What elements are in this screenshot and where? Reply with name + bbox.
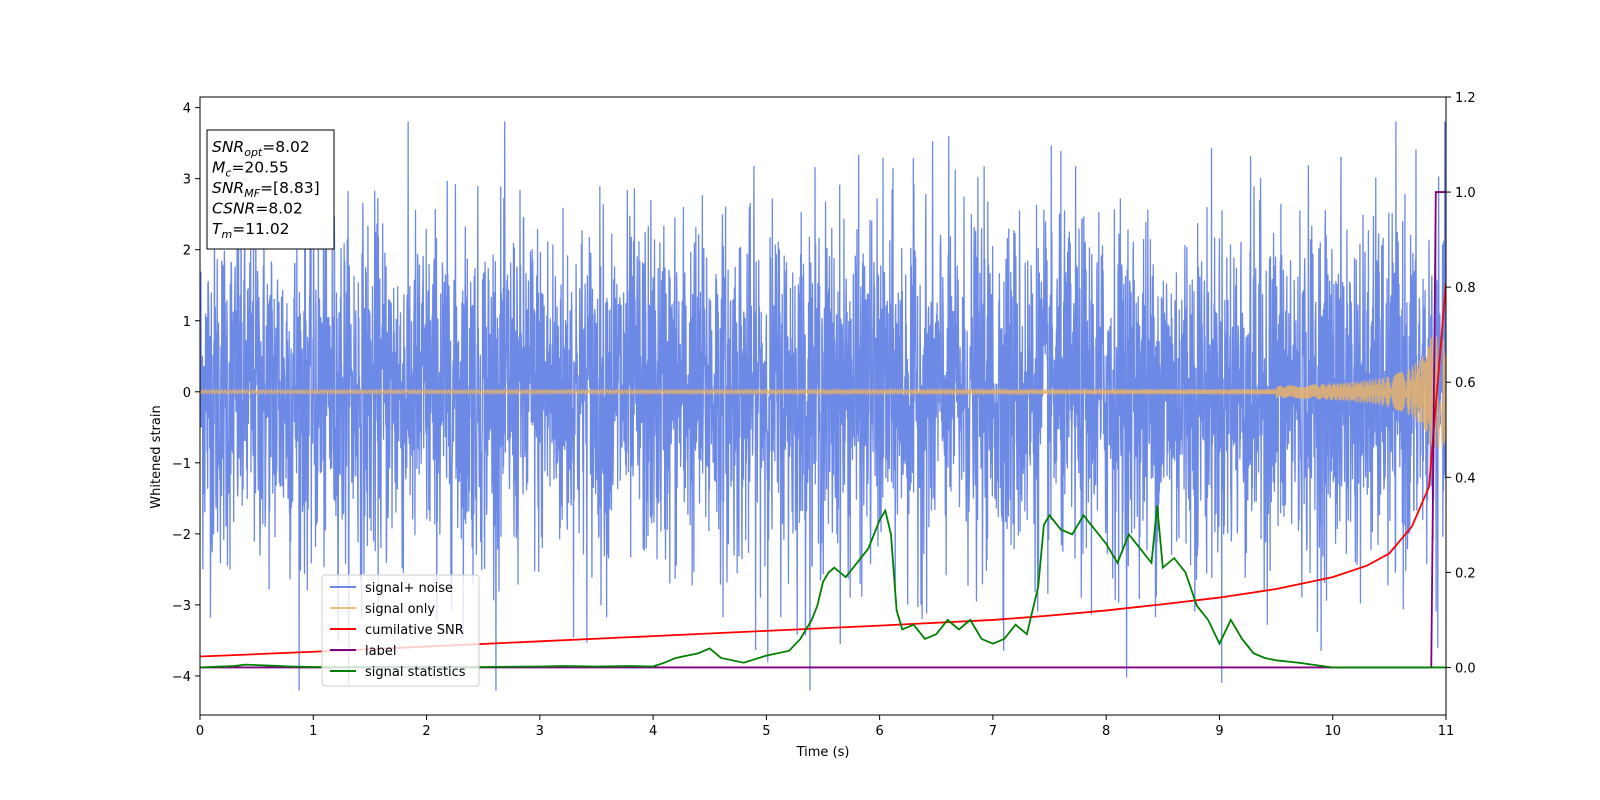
annotation-line: SNRopt=8.02 xyxy=(212,138,310,159)
y-tick-label-left: −1 xyxy=(172,457,191,472)
x-tick-label: 8 xyxy=(1102,724,1110,739)
y-tick-label-left: 3 xyxy=(183,173,191,188)
y-axis-right: 0.0 0.2 0.4 0.6 0.8 1.0 1.2 xyxy=(1446,91,1476,676)
axes-frame xyxy=(199,96,1447,716)
x-tick-label: 4 xyxy=(649,724,657,739)
annotation-line: SNRMF=[8.83] xyxy=(212,179,320,200)
legend-box xyxy=(321,574,480,687)
annotation-line: Tm=11.02 xyxy=(212,220,290,241)
y-tick-label-right: 0.2 xyxy=(1455,566,1476,581)
x-tick-label: 9 xyxy=(1215,724,1223,739)
annotation-frame xyxy=(206,129,335,250)
y-tick-label-right: 1.2 xyxy=(1455,91,1476,106)
annotation-line: Mc=20.55 xyxy=(212,159,289,180)
x-tick-label: 6 xyxy=(875,724,883,739)
y-tick-label-right: 0.6 xyxy=(1455,376,1476,391)
x-tick-label: 0 xyxy=(196,724,204,739)
series-cumulative-snr xyxy=(200,282,1446,658)
y-tick-label-left: −2 xyxy=(172,528,191,543)
annotation-value: =[8.83] xyxy=(260,179,320,197)
annotation-symbol: SNR xyxy=(212,138,244,156)
annotation-subscript: MF xyxy=(244,187,260,200)
annotation-symbol: M xyxy=(212,159,225,177)
x-axis-label: Time (s) xyxy=(796,745,850,760)
legend-entry: cumilative SNR xyxy=(365,623,464,638)
series-signal-noise xyxy=(200,121,1446,691)
annotation-symbol: SNR xyxy=(212,179,244,197)
legend: signal+ noise signal only cumilative SNR la… xyxy=(321,574,480,687)
plot-area xyxy=(200,121,1446,691)
y-tick-label-right: 1.0 xyxy=(1455,186,1476,201)
series-signal-statistics xyxy=(200,505,1446,669)
y-tick-label-left: 4 xyxy=(183,102,191,117)
y-tick-label-left: 0 xyxy=(183,386,191,401)
annotation-subscript: opt xyxy=(244,146,263,159)
legend-entry: signal+ noise xyxy=(365,581,453,596)
legend-entry: signal only xyxy=(365,602,435,617)
annotation-value: =8.02 xyxy=(262,138,310,156)
y-tick-label-left: −4 xyxy=(172,670,191,685)
y-tick-label-left: 1 xyxy=(183,315,191,330)
annotation-subscript: m xyxy=(221,228,232,241)
x-tick-label: 1 xyxy=(309,724,317,739)
annotation-value: =11.02 xyxy=(232,220,289,238)
annotation-symbol: T xyxy=(212,220,223,238)
y-axis-label: Whitened strain xyxy=(149,405,164,508)
y-tick-label-right: 0.0 xyxy=(1455,661,1476,676)
series-signal-only xyxy=(200,336,1446,449)
annotation-line: CSNR=8.02 xyxy=(212,200,303,218)
series-label xyxy=(200,191,1446,669)
x-axis: 0 1 2 3 4 5 6 7 8 9 10 11 xyxy=(196,715,1454,739)
x-tick-label: 11 xyxy=(1438,724,1455,739)
x-tick-label: 3 xyxy=(536,724,544,739)
y-axis-left: −4 −3 −2 −1 0 1 2 3 4 xyxy=(172,102,200,685)
x-tick-label: 10 xyxy=(1324,724,1341,739)
legend-entry: label xyxy=(365,644,396,659)
annotation-box: SNRopt=8.02Mc=20.55SNRMF=[8.83]CSNR=8.02… xyxy=(206,129,335,250)
x-tick-label: 7 xyxy=(989,724,997,739)
x-tick-label: 2 xyxy=(422,724,430,739)
annotation-value: =8.02 xyxy=(255,200,303,218)
y-tick-label-right: 0.8 xyxy=(1455,281,1476,296)
legend-entry: signal statistics xyxy=(365,665,466,680)
y-tick-label-left: 2 xyxy=(183,244,191,259)
annotation-subscript: c xyxy=(225,167,231,180)
annotation-symbol: CSNR xyxy=(212,200,255,218)
annotation-value: =20.55 xyxy=(231,159,288,177)
x-tick-label: 5 xyxy=(762,724,770,739)
y-tick-label-right: 0.4 xyxy=(1455,471,1476,486)
y-tick-label-left: −3 xyxy=(172,599,191,614)
